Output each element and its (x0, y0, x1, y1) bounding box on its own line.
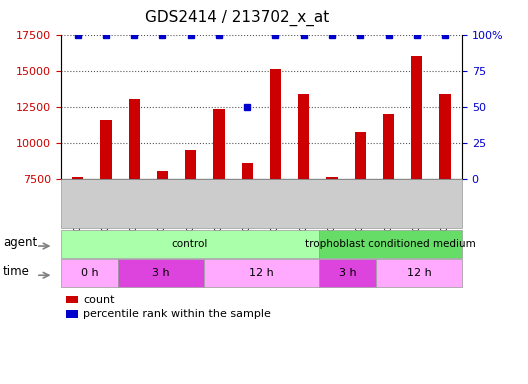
Bar (100, 119, 111, 286)
Bar (383, 114, 394, 286)
Text: 0 h: 0 h (81, 268, 98, 278)
Text: count: count (83, 295, 115, 305)
Bar (298, 94, 309, 286)
Bar (185, 150, 196, 286)
Bar (242, 163, 253, 286)
Bar (355, 132, 366, 286)
Bar (411, 56, 422, 286)
Bar (128, 99, 140, 286)
Bar (72, 177, 83, 286)
Text: 3 h: 3 h (152, 268, 170, 278)
Bar (270, 69, 281, 286)
Bar (157, 171, 168, 286)
Text: 3 h: 3 h (338, 268, 356, 278)
Text: 12 h: 12 h (407, 268, 431, 278)
Bar (439, 94, 451, 286)
Text: trophoblast conditioned medium: trophoblast conditioned medium (305, 239, 476, 249)
Text: GDS2414 / 213702_x_at: GDS2414 / 213702_x_at (146, 10, 329, 26)
Bar (213, 109, 224, 286)
Text: percentile rank within the sample: percentile rank within the sample (83, 309, 271, 319)
Text: 12 h: 12 h (249, 268, 274, 278)
Text: control: control (172, 239, 208, 249)
Bar (326, 177, 338, 286)
Text: time: time (3, 265, 30, 278)
Text: agent: agent (3, 236, 37, 249)
